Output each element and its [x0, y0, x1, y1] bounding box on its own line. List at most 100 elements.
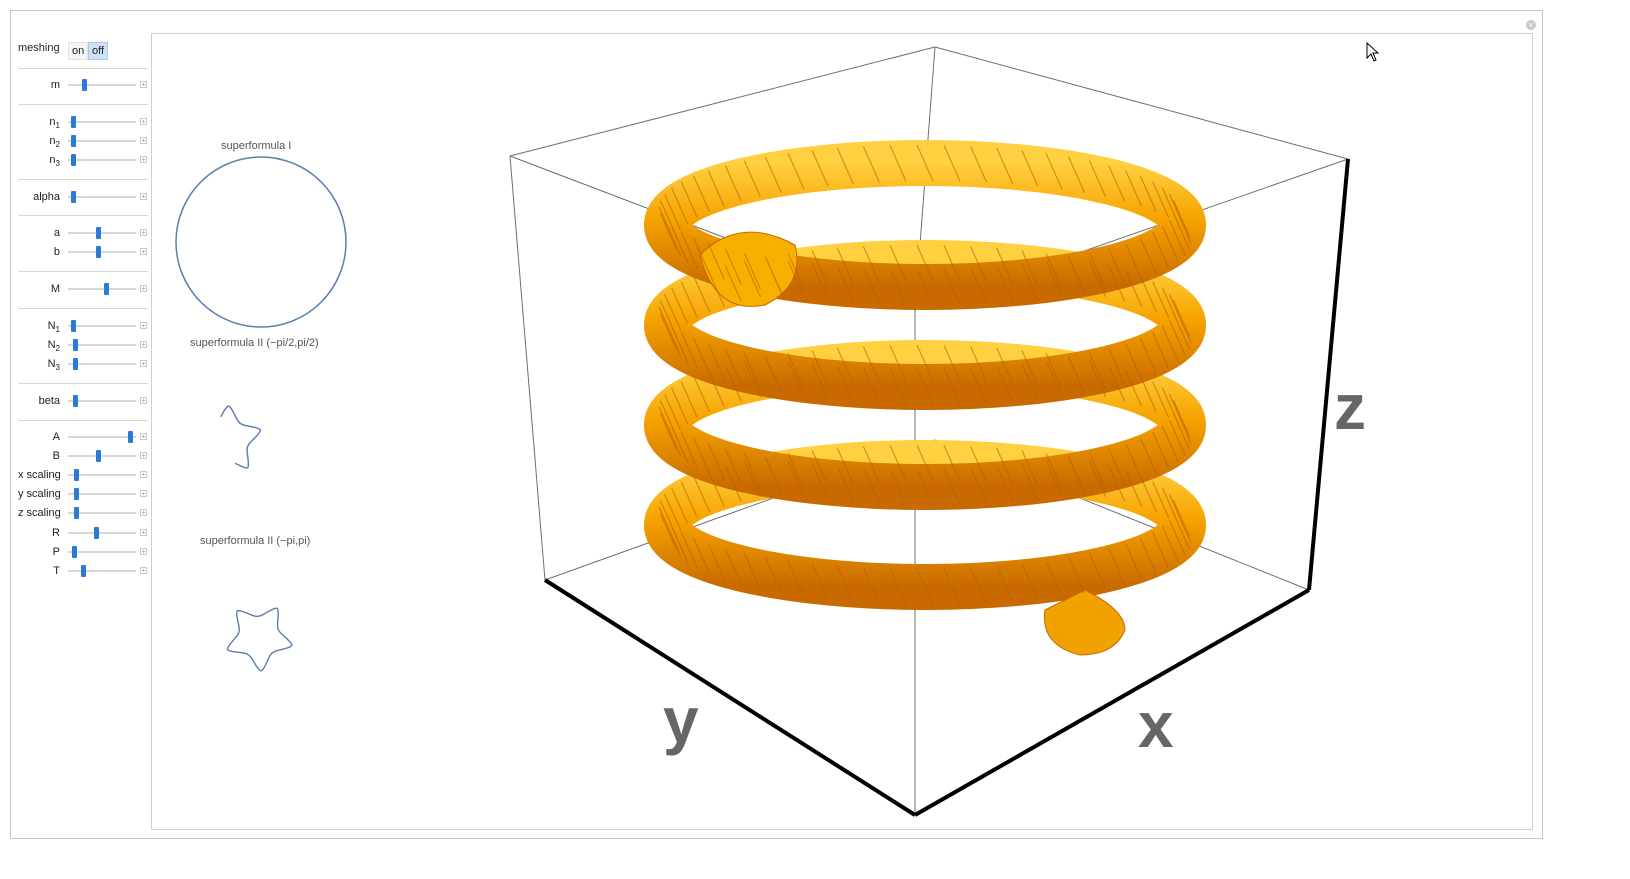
- surface-rib: [787, 453, 805, 490]
- expand-icon[interactable]: [140, 529, 147, 536]
- meshing-off-button[interactable]: off: [88, 42, 109, 60]
- slider-track[interactable]: [68, 431, 136, 443]
- slider-label: x scaling: [18, 468, 61, 486]
- expand-icon[interactable]: [140, 248, 147, 255]
- slider-thumb[interactable]: [96, 450, 101, 462]
- expand-icon[interactable]: [140, 137, 147, 144]
- slider-track[interactable]: [68, 154, 136, 166]
- close-icon[interactable]: ×: [1526, 20, 1536, 30]
- surface-rib: [743, 160, 761, 198]
- surface-rib: [836, 265, 854, 303]
- slider-track[interactable]: [68, 358, 136, 370]
- slider-thumb[interactable]: [74, 507, 79, 519]
- expand-icon[interactable]: [140, 397, 147, 404]
- slider-thumb[interactable]: [74, 488, 79, 500]
- surface-rib: [724, 465, 742, 502]
- slider-label-text: alpha: [33, 191, 60, 203]
- surface-rib: [1168, 493, 1186, 531]
- surface-rib: [658, 406, 676, 444]
- expand-icon[interactable]: [140, 285, 147, 292]
- slider-thumb[interactable]: [82, 79, 87, 91]
- slider-track[interactable]: [68, 339, 136, 351]
- slider-thumb[interactable]: [128, 431, 133, 443]
- slider-track[interactable]: [68, 469, 136, 481]
- surface-rib: [664, 493, 682, 531]
- surface-rib: [764, 456, 782, 494]
- surface-rib: [811, 563, 829, 600]
- slider-thumb[interactable]: [73, 358, 78, 370]
- surface-rib: [1152, 281, 1170, 319]
- slider-track[interactable]: [68, 191, 136, 203]
- expand-icon[interactable]: [140, 118, 147, 125]
- meshing-on-button[interactable]: on: [68, 42, 89, 60]
- expand-icon[interactable]: [140, 81, 147, 88]
- expand-icon[interactable]: [140, 433, 147, 440]
- slider-thumb[interactable]: [73, 339, 78, 351]
- slider-track[interactable]: [68, 450, 136, 462]
- surface-rib: [1125, 443, 1143, 480]
- slider-thumb[interactable]: [104, 283, 109, 295]
- slider-thumb[interactable]: [96, 227, 101, 239]
- expand-icon[interactable]: [140, 193, 147, 200]
- expand-icon[interactable]: [140, 322, 147, 329]
- y-axis-label: y: [663, 684, 699, 756]
- expand-icon[interactable]: [140, 341, 147, 348]
- expand-icon[interactable]: [140, 156, 147, 163]
- slider-track[interactable]: [68, 565, 136, 577]
- slider-track[interactable]: [68, 246, 136, 258]
- expand-icon[interactable]: [140, 509, 147, 516]
- surface-rib: [1045, 353, 1063, 390]
- surface-rib: [707, 170, 725, 207]
- x-axis-label: x: [1138, 689, 1174, 761]
- surface-rib: [787, 560, 805, 597]
- slider-track[interactable]: [68, 527, 136, 539]
- surface-rib: [1152, 181, 1170, 219]
- slider-row: y scaling: [18, 487, 148, 501]
- slider-track[interactable]: [68, 79, 136, 91]
- slider-track[interactable]: [68, 488, 136, 500]
- slider-track[interactable]: [68, 395, 136, 407]
- surface-rib: [787, 253, 805, 290]
- slider-track[interactable]: [68, 507, 136, 519]
- slider-track[interactable]: [68, 546, 136, 558]
- surface-rib: [743, 260, 761, 298]
- expand-icon[interactable]: [140, 452, 147, 459]
- expand-icon[interactable]: [140, 229, 147, 236]
- slider-thumb[interactable]: [73, 395, 78, 407]
- slider-track[interactable]: [68, 283, 136, 295]
- expand-icon[interactable]: [140, 471, 147, 478]
- slider-thumb[interactable]: [71, 116, 76, 128]
- slider-track[interactable]: [68, 116, 136, 128]
- surface-rib: [680, 481, 698, 519]
- surface-rib: [659, 413, 677, 450]
- surface-rib: [1125, 243, 1143, 280]
- expand-icon[interactable]: [140, 567, 147, 574]
- slider-thumb[interactable]: [96, 246, 101, 258]
- surface-rib: [1161, 187, 1179, 225]
- slider-thumb[interactable]: [74, 469, 79, 481]
- surface-rib: [1045, 360, 1063, 397]
- slider-thumb[interactable]: [81, 565, 86, 577]
- slider-track[interactable]: [68, 227, 136, 239]
- slider-thumb[interactable]: [94, 527, 99, 539]
- slider-thumb[interactable]: [71, 320, 76, 332]
- expand-icon[interactable]: [140, 548, 147, 555]
- expand-icon[interactable]: [140, 490, 147, 497]
- slider-thumb[interactable]: [71, 135, 76, 147]
- slider-track[interactable]: [68, 320, 136, 332]
- surface-rib: [764, 256, 782, 294]
- surface-rib: [1161, 525, 1179, 563]
- slider-thumb[interactable]: [71, 191, 76, 203]
- surface-rib: [1168, 193, 1186, 231]
- surface-rib: [836, 465, 854, 503]
- surface-rib: [1173, 400, 1191, 437]
- surface-rib: [1168, 393, 1186, 431]
- slider-thumb[interactable]: [72, 546, 77, 558]
- slider-label-text: n: [49, 116, 56, 128]
- slider-label-text: P: [52, 546, 60, 558]
- expand-icon[interactable]: [140, 360, 147, 367]
- slider-track[interactable]: [68, 135, 136, 147]
- slider-thumb[interactable]: [71, 154, 76, 166]
- slider-label-subscript: 2: [55, 344, 60, 354]
